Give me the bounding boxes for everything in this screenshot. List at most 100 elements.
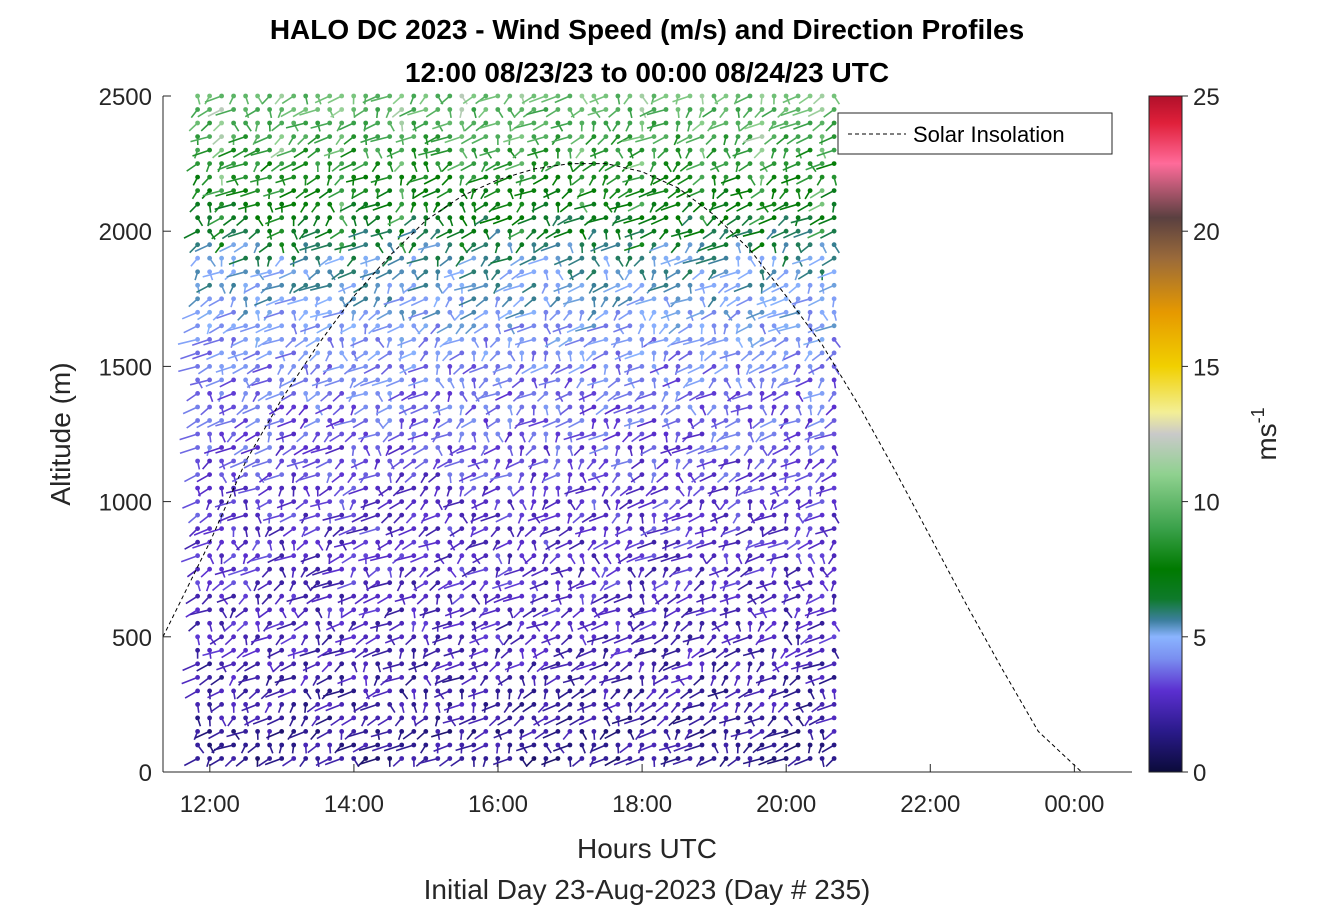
wind-barb-shaft xyxy=(602,433,619,442)
wind-barb-dot xyxy=(363,418,369,423)
wind-barb-dot xyxy=(699,634,705,640)
wind-barb-dot xyxy=(387,134,393,140)
wind-barb-dot xyxy=(327,675,333,680)
wind-barb-dot xyxy=(639,188,645,194)
wind-barb-dot xyxy=(231,391,237,396)
wind-barb-dot xyxy=(591,364,597,369)
wind-barb-dot xyxy=(603,647,609,653)
wind-barb-dot xyxy=(267,742,272,748)
wind-barb-dot xyxy=(651,120,657,126)
wind-barb-dot xyxy=(435,93,441,99)
wind-barb-shaft xyxy=(719,271,739,279)
wind-barb-dot xyxy=(543,431,549,437)
wind-barb-dot xyxy=(639,688,645,694)
wind-barb-dot xyxy=(567,309,573,315)
wind-barb-dot xyxy=(519,161,525,167)
wind-barb-shaft xyxy=(410,554,427,563)
wind-barb-dot xyxy=(291,364,297,369)
wind-barb-shaft xyxy=(756,636,775,644)
wind-barb-dot xyxy=(267,458,272,464)
wind-barb-shaft xyxy=(756,298,775,306)
wind-barb-dot xyxy=(591,485,597,491)
wind-barb-shaft xyxy=(397,338,415,347)
wind-barb-dot xyxy=(591,147,597,153)
wind-barb-shaft xyxy=(458,257,475,266)
wind-barb-dot xyxy=(555,377,561,383)
wind-barb-dot xyxy=(411,634,417,640)
wind-barb-dot xyxy=(783,391,789,396)
wind-barb-dot xyxy=(447,634,453,640)
wind-barb-dot xyxy=(627,255,633,261)
wind-barb-shaft xyxy=(647,284,667,292)
wind-barb-dot xyxy=(759,431,765,437)
wind-barb-dot xyxy=(663,296,669,302)
wind-barb-dot xyxy=(627,364,633,369)
wind-barb-dot xyxy=(639,634,645,640)
wind-barb-dot xyxy=(747,174,753,180)
wind-barb-dot xyxy=(675,729,681,734)
wind-barb-dot xyxy=(243,242,249,248)
wind-barb-dot xyxy=(207,620,213,626)
wind-barb-dot xyxy=(591,404,597,410)
wind-barb-dot xyxy=(375,174,381,180)
wind-barb-dot xyxy=(423,539,429,545)
wind-barb-shaft xyxy=(698,649,715,658)
wind-barb-shaft xyxy=(650,487,667,496)
wind-barb-dot xyxy=(747,350,753,356)
wind-barb-shaft xyxy=(421,311,439,320)
wind-barb-shaft xyxy=(262,338,282,346)
wind-barb-dot xyxy=(459,756,465,761)
wind-barb-dot xyxy=(735,377,741,383)
wind-barb-dot xyxy=(255,472,260,477)
wind-barb-dot xyxy=(579,120,585,126)
wind-barb-dot xyxy=(351,323,357,329)
wind-barb-shaft xyxy=(454,284,474,291)
wind-barb-shaft xyxy=(299,473,318,481)
wind-barb-shaft xyxy=(622,135,643,143)
wind-barb-dot xyxy=(507,350,513,356)
wind-barb-shaft xyxy=(184,473,198,483)
wind-barb-dot xyxy=(591,647,597,653)
wind-barb-shaft xyxy=(371,649,390,657)
wind-barb-dot xyxy=(783,404,789,410)
wind-barb-dot xyxy=(759,201,765,207)
wind-barb-shaft xyxy=(742,757,763,765)
wind-barb-shaft xyxy=(407,284,427,292)
wind-barb-dot xyxy=(687,161,693,167)
wind-barb-dot xyxy=(771,566,777,572)
wind-barb-dot xyxy=(687,499,693,504)
wind-barb-shaft xyxy=(315,717,331,726)
wind-barb-dot xyxy=(327,147,333,153)
wind-barb-shaft xyxy=(458,298,475,307)
wind-barb-dot xyxy=(303,485,309,491)
wind-barb-dot xyxy=(375,364,381,369)
wind-barb-shaft xyxy=(649,365,667,374)
wind-barb-dot xyxy=(339,391,345,396)
wind-barb-dot xyxy=(399,337,405,342)
wind-barb-dot xyxy=(699,607,705,613)
wind-barb-shaft xyxy=(481,703,499,712)
wind-barb-dot xyxy=(387,526,393,531)
wind-barb-dot xyxy=(603,242,609,248)
wind-barb-shaft xyxy=(672,717,691,725)
wind-barb-dot xyxy=(783,661,789,667)
wind-barb-dot xyxy=(747,499,753,504)
wind-barb-dot xyxy=(591,675,597,680)
wind-barb-dot xyxy=(723,228,729,234)
wind-barb-dot xyxy=(279,404,285,410)
wind-barb-dot xyxy=(555,715,561,721)
wind-barb-dot xyxy=(579,512,585,518)
wind-barb-dot xyxy=(591,93,597,99)
wind-barb-dot xyxy=(267,620,272,626)
wind-barb-dot xyxy=(423,269,429,275)
wind-barb-shaft xyxy=(495,541,511,550)
wind-barb-dot xyxy=(687,309,693,315)
wind-barb-dot xyxy=(759,445,765,450)
wind-barb-dot xyxy=(579,715,585,721)
wind-barb-dot xyxy=(435,445,441,450)
wind-barb-dot xyxy=(699,107,705,112)
wind-barb-dot xyxy=(207,472,213,477)
wind-barb-dot xyxy=(555,337,561,342)
wind-barb-dot xyxy=(639,647,645,653)
wind-barb-shaft xyxy=(660,554,679,563)
